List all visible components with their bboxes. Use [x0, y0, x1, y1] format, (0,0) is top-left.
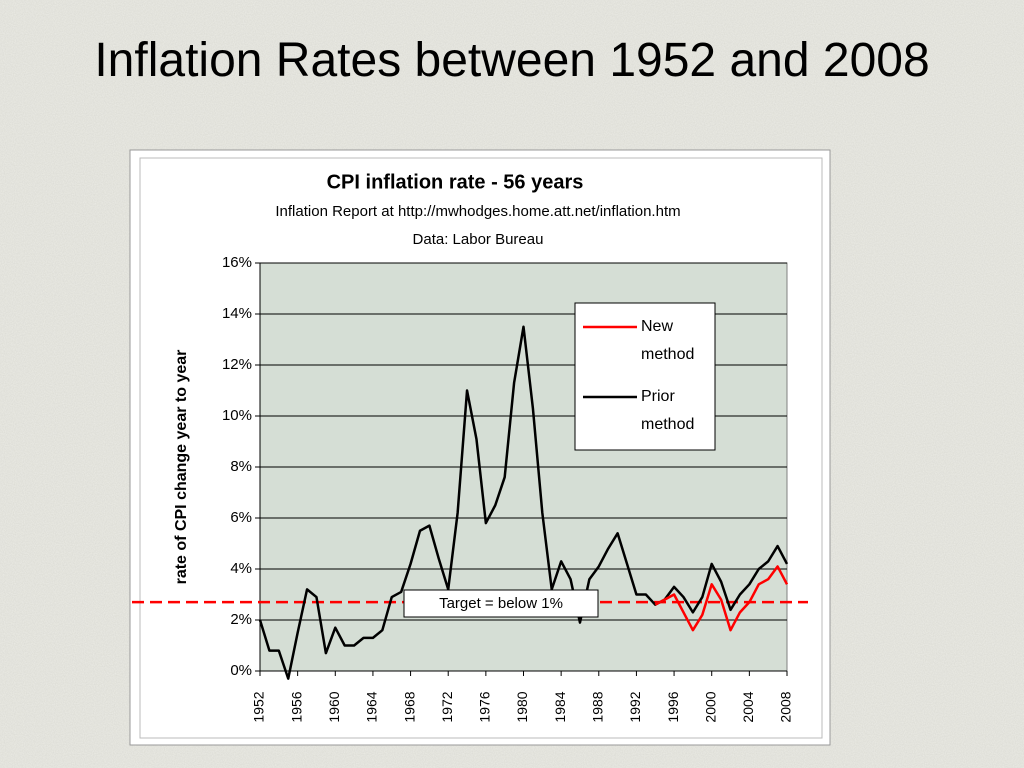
y-tick-label: 14% [222, 305, 252, 322]
y-axis-label: rate of CPI change year to year [173, 350, 190, 585]
y-tick-label: 8% [230, 458, 252, 475]
series-line [654, 565, 789, 632]
x-tick-label: 1992 [627, 691, 643, 722]
y-tick-label: 2% [230, 611, 252, 628]
x-tick-label: 1964 [364, 691, 380, 722]
x-tick-label: 1988 [589, 691, 605, 722]
x-tick-label: 2004 [740, 691, 756, 722]
x-tick-label: 1976 [477, 691, 493, 722]
chart-subtitle: Inflation Report at http://mwhodges.home… [275, 203, 680, 220]
chart-title: CPI inflation rate - 56 years [327, 171, 584, 193]
x-tick-label: 1960 [326, 691, 342, 722]
x-tick-label: 2008 [778, 691, 794, 722]
legend-label: Prior method [641, 388, 694, 433]
x-tick-label: 1996 [665, 691, 681, 722]
annotation: Target = below 1% [439, 595, 563, 612]
x-tick-label: 1968 [401, 691, 417, 722]
chart-subtitle: Data: Labor Bureau [413, 231, 544, 248]
x-tick-label: 1952 [251, 691, 267, 722]
series-line [258, 325, 789, 680]
x-tick-label: 1956 [288, 691, 304, 722]
y-tick-label: 6% [230, 509, 252, 526]
x-tick-label: 1972 [439, 691, 455, 722]
y-tick-label: 16% [222, 254, 252, 271]
y-tick-label: 0% [230, 662, 252, 679]
x-tick-label: 1980 [514, 691, 530, 722]
x-tick-label: 1984 [552, 691, 568, 722]
slide-title: Inflation Rates between 1952 and 2008 [94, 34, 930, 87]
annotation-box [403, 589, 599, 618]
x-tick-label: 2000 [702, 691, 718, 722]
y-tick-label: 4% [230, 560, 252, 577]
y-tick-label: 10% [222, 407, 252, 424]
legend-label: New method [641, 318, 694, 363]
y-tick-label: 12% [222, 356, 252, 373]
